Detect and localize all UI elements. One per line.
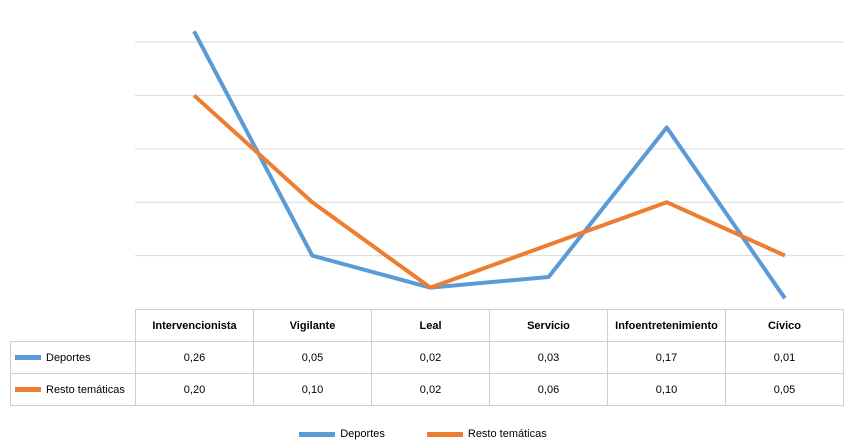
category-label: Servicio [489,309,608,342]
data-value: 0,02 [371,373,490,406]
data-value: 0,17 [607,341,726,374]
legend-label: Deportes [340,428,385,440]
data-value: 0,10 [253,373,372,406]
category-label: Infoentretenimiento [607,309,726,342]
series-line-deportes [192,30,787,300]
table-corner [10,309,136,342]
category-label: Intervencionista [135,309,254,342]
category-label: Cívico [725,309,844,342]
data-table-row-deportes: Deportes 0,26 0,05 0,02 0,03 0,17 0,01 [10,341,844,374]
legend-item-deportes: Deportes [299,428,385,440]
chart-legend: Deportes Resto temáticas [0,428,846,440]
series-name: Deportes [46,351,91,364]
category-label: Leal [371,309,490,342]
row-label-deportes: Deportes [10,341,136,374]
series-swatch-deportes [15,355,41,361]
data-table: Intervencionista Vigilante Leal Servicio… [10,309,844,406]
data-value: 0,20 [135,373,254,406]
series-name: Resto temáticas [46,383,125,396]
legend-swatch [299,431,336,437]
chart-plot-area [135,30,844,300]
data-value: 0,01 [725,341,844,374]
gridlines [135,41,844,257]
legend-label: Resto temáticas [467,428,547,440]
data-value: 0,02 [371,341,490,374]
data-value: 0,03 [489,341,608,374]
data-value: 0,05 [725,373,844,406]
data-value: 0,10 [607,373,726,406]
data-value: 0,05 [253,341,372,374]
series-line-resto-temáticas [192,93,786,290]
data-table-header-row: Intervencionista Vigilante Leal Servicio… [10,309,844,342]
data-value: 0,26 [135,341,254,374]
series-lines [192,30,787,300]
legend-swatch [426,431,463,437]
legend-item-resto-tematicas: Resto temáticas [426,428,547,440]
data-table-row-resto: Resto temáticas 0,20 0,10 0,02 0,06 0,10… [10,373,844,406]
category-label: Vigilante [253,309,372,342]
series-swatch-resto [15,387,41,393]
data-value: 0,06 [489,373,608,406]
row-label-resto-tematicas: Resto temáticas [10,373,136,406]
